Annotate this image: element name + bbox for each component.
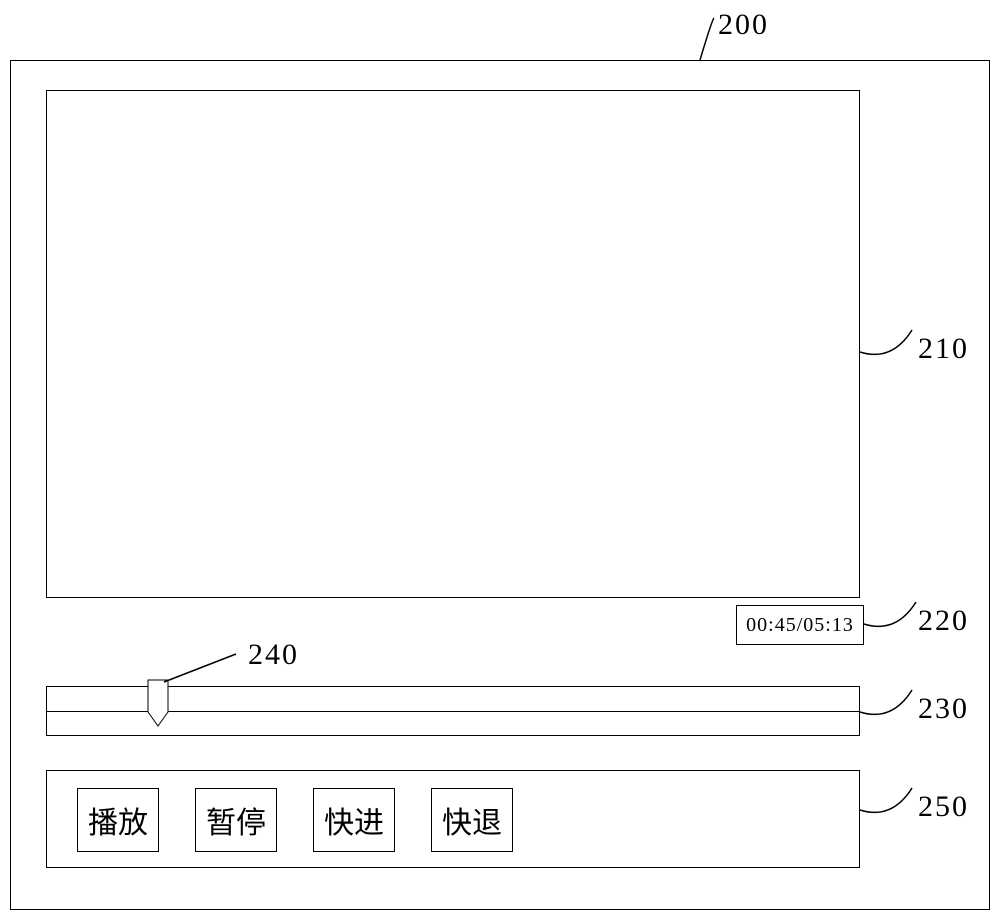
time-total: 05:13 bbox=[803, 614, 854, 637]
callout-thumb bbox=[160, 650, 240, 690]
fast-forward-button[interactable]: 快进 bbox=[313, 788, 395, 852]
time-display-box: 00:45 / 05:13 bbox=[736, 605, 864, 645]
ref-controls: 250 bbox=[918, 790, 969, 824]
pause-button[interactable]: 暂停 bbox=[195, 788, 277, 852]
ff-button-label: 快进 bbox=[324, 798, 384, 842]
callout-controls bbox=[858, 776, 918, 826]
play-button-label: 播放 bbox=[88, 798, 148, 842]
ref-video: 210 bbox=[918, 332, 969, 366]
play-button[interactable]: 播放 bbox=[77, 788, 159, 852]
ref-progress: 230 bbox=[918, 692, 969, 726]
callout-video bbox=[858, 318, 918, 368]
diagram-stage: 00:45 / 05:13 播放 暂停 快进 快退 bbox=[0, 0, 1000, 917]
video-area bbox=[46, 90, 860, 598]
pause-button-label: 暂停 bbox=[206, 798, 266, 842]
control-panel: 播放 暂停 快进 快退 bbox=[46, 770, 860, 868]
callout-progress bbox=[858, 678, 918, 728]
ref-time: 220 bbox=[918, 604, 969, 638]
ref-outer: 200 bbox=[718, 8, 769, 42]
rewind-button[interactable]: 快退 bbox=[431, 788, 513, 852]
callout-time bbox=[862, 590, 922, 640]
progress-track bbox=[47, 711, 859, 712]
ref-thumb: 240 bbox=[248, 638, 299, 672]
rewind-button-label: 快退 bbox=[442, 798, 502, 842]
time-current: 00:45 bbox=[746, 614, 797, 637]
